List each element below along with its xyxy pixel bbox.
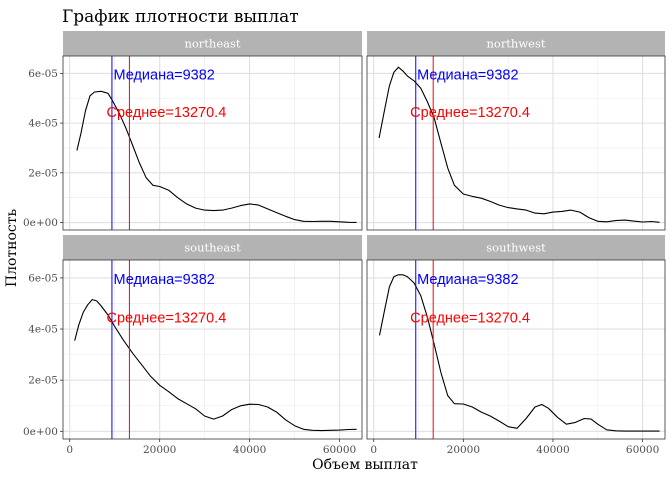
strip-label: southeast (184, 241, 241, 255)
panel-southeast: southeast Медиана=9382 Среднее=13270.4 0e+0… (23, 235, 363, 456)
strip-label: northwest (486, 37, 545, 51)
strip-background (367, 235, 665, 260)
plot-background (63, 260, 362, 439)
panel-southwest: southwest Медиана=9382 Среднее=13270.4 0 200… (366, 235, 666, 456)
gridlines (63, 56, 362, 230)
y-tick-label: 2e-05 (28, 167, 58, 179)
gridlines (367, 56, 665, 230)
strip-label: northeast (184, 37, 240, 51)
median-annotation: Медиана=9382 (113, 68, 214, 84)
panel-border (366, 259, 666, 440)
x-tick-label: 20000 (447, 444, 480, 456)
x-tick-label: 60000 (626, 444, 659, 456)
strip-background (63, 31, 362, 56)
mean-annotation: Среднее=13270.4 (107, 105, 227, 121)
x-tick-label: 40000 (233, 444, 266, 456)
median-annotation: Медиана=9382 (417, 68, 518, 84)
plot-background (367, 56, 665, 230)
gridlines (367, 260, 665, 439)
density-curve (378, 66, 660, 223)
y-tick-label: 4e-05 (28, 118, 58, 130)
strip-label: southwest (486, 241, 546, 255)
density-curve (74, 299, 357, 432)
y-tick-label: 6e-05 (28, 68, 58, 80)
mean-annotation: Среднее=13270.4 (107, 311, 227, 327)
mean-annotation: Среднее=13270.4 (410, 105, 530, 121)
y-tick-label: 0e+00 (23, 426, 58, 438)
x-axis-title: Объем выплат (312, 457, 418, 473)
strip-background (367, 31, 665, 56)
x-tick-label: 20000 (143, 444, 176, 456)
y-axis-title: Плотность (4, 209, 20, 288)
y-tick-label: 6e-05 (28, 272, 58, 284)
mean-annotation: Среднее=13270.4 (410, 311, 530, 327)
strip-background (63, 235, 362, 260)
density-curve (378, 274, 660, 432)
y-tick-label: 4e-05 (28, 324, 58, 336)
x-tick-label: 40000 (536, 444, 569, 456)
panel-northwest: northwest Медиана=9382 Среднее=13270.4 (366, 31, 666, 231)
x-tick-label: 60000 (323, 444, 356, 456)
panel-border (366, 55, 666, 231)
facet-panels: northeast Медиана=9382 Среднее=13270.4 0e+0… (23, 31, 666, 456)
median-annotation: Медиана=9382 (417, 272, 518, 288)
plot-background (63, 56, 362, 230)
panel-border (62, 259, 363, 440)
panel-border (62, 55, 363, 231)
gridlines (63, 260, 362, 439)
y-tick-label: 2e-05 (28, 375, 58, 387)
density-curve (76, 90, 357, 223)
x-tick-label: 0 (66, 444, 73, 456)
x-tick-label: 0 (370, 444, 377, 456)
median-annotation: Медиана=9382 (113, 272, 214, 288)
y-tick-label: 0e+00 (23, 217, 58, 229)
chart-title: График плотности выплат (62, 7, 299, 27)
plot-background (367, 260, 665, 439)
panel-northeast: northeast Медиана=9382 Среднее=13270.4 0e+0… (23, 31, 363, 231)
